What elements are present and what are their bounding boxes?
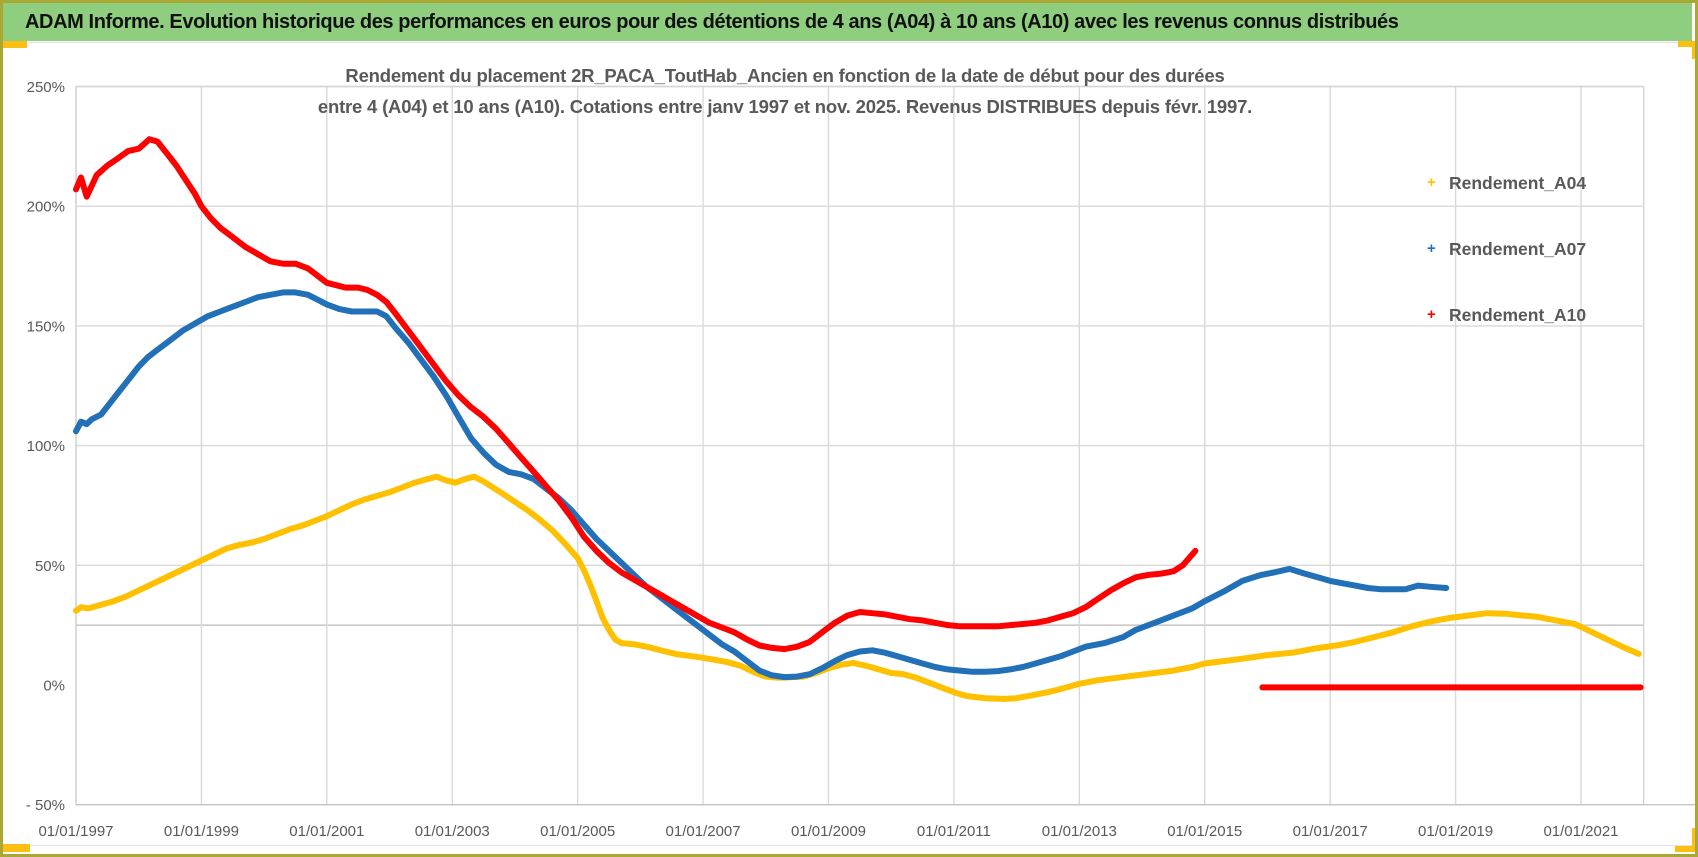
y-axis-tick-label: 0%: [43, 678, 65, 695]
chart-title-line1: Rendement du placement 2R_PACA_ToutHab_A…: [345, 65, 1225, 86]
header-bar: ADAM Informe. Evolution historique des p…: [3, 3, 1692, 41]
chart-plot-area[interactable]: 250% 200% 150% 100% 50% 0% - 50% 01/01/1997 01/0…: [3, 3, 1698, 857]
selection-handle-top-left[interactable]: [3, 41, 27, 48]
selection-handle-bottom-right-v[interactable]: [1692, 828, 1695, 852]
chart-title: Rendement du placement 2R_PACA_ToutHab_A…: [235, 60, 1335, 122]
y-axis-tick-label: 150%: [27, 318, 65, 335]
legend-label: Rendement_A10: [1449, 305, 1587, 325]
chart-title-line2: entre 4 (A04) et 10 ans (A10). Cotations…: [317, 96, 1253, 117]
y-axis-tick-label: 250%: [27, 79, 65, 96]
x-axis-tick-label: 01/01/1999: [164, 823, 239, 840]
y-axis-tick-label: 100%: [27, 438, 65, 455]
x-axis-tick-label: 01/01/2013: [1042, 823, 1117, 840]
legend-label: Rendement_A04: [1449, 173, 1587, 193]
x-axis-tick-label: 01/01/2021: [1543, 823, 1618, 840]
selection-handle-top-right-v[interactable]: [1692, 41, 1695, 59]
header-divider: [3, 42, 1692, 43]
series-line-rendement_a04[interactable]: [73, 473, 1642, 702]
legend: + Rendement_A04 + Rendement_A07 + Rendem…: [1427, 171, 1667, 369]
x-axis-tick-label: 01/01/1997: [38, 823, 113, 840]
header-title: ADAM Informe. Evolution historique des p…: [25, 10, 1399, 33]
plus-marker-icon: +: [1427, 306, 1436, 323]
legend-item-a07[interactable]: + Rendement_A07: [1427, 237, 1667, 303]
x-axis-tick-label: 01/01/2005: [540, 823, 615, 840]
x-axis-tick-label: 01/01/2017: [1293, 823, 1368, 840]
plus-marker-icon: +: [1427, 174, 1436, 191]
x-axis-tick-label: 01/01/2015: [1167, 823, 1242, 840]
selection-handle-top-right-h[interactable]: [1678, 41, 1695, 47]
x-axis-tick-label: 01/01/2001: [289, 823, 364, 840]
series-line-rendement_a10[interactable]: [73, 136, 1199, 653]
legend-item-a10[interactable]: + Rendement_A10: [1427, 303, 1667, 369]
x-axis-tick-label: 01/01/2009: [791, 823, 866, 840]
y-axis-tick-label: - 50%: [26, 797, 65, 814]
bottom-divider: [3, 845, 1694, 846]
selection-handle-bottom-right-h[interactable]: [1675, 846, 1695, 852]
legend-label: Rendement_A07: [1449, 239, 1587, 259]
selection-handle-bottom-left[interactable]: [3, 844, 30, 852]
x-axis-tick-label: 01/01/2019: [1418, 823, 1493, 840]
x-axis-tick-label: 01/01/2011: [917, 823, 991, 840]
y-axis-tick-label: 200%: [27, 199, 65, 216]
series-line-rendement_a07[interactable]: [73, 289, 1450, 681]
legend-item-a04[interactable]: + Rendement_A04: [1427, 171, 1667, 237]
x-axis-tick-label: 01/01/2003: [415, 823, 490, 840]
x-axis-tick-label: 01/01/2007: [666, 823, 741, 840]
plus-marker-icon: +: [1427, 240, 1436, 257]
y-axis-tick-label: 50%: [35, 558, 65, 575]
